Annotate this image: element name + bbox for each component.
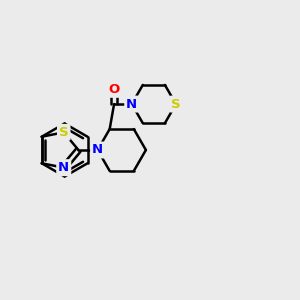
Text: N: N	[92, 143, 103, 157]
Text: O: O	[109, 83, 120, 96]
Text: S: S	[171, 98, 181, 111]
Text: S: S	[59, 126, 69, 139]
Text: N: N	[126, 98, 137, 111]
Text: N: N	[58, 161, 69, 174]
